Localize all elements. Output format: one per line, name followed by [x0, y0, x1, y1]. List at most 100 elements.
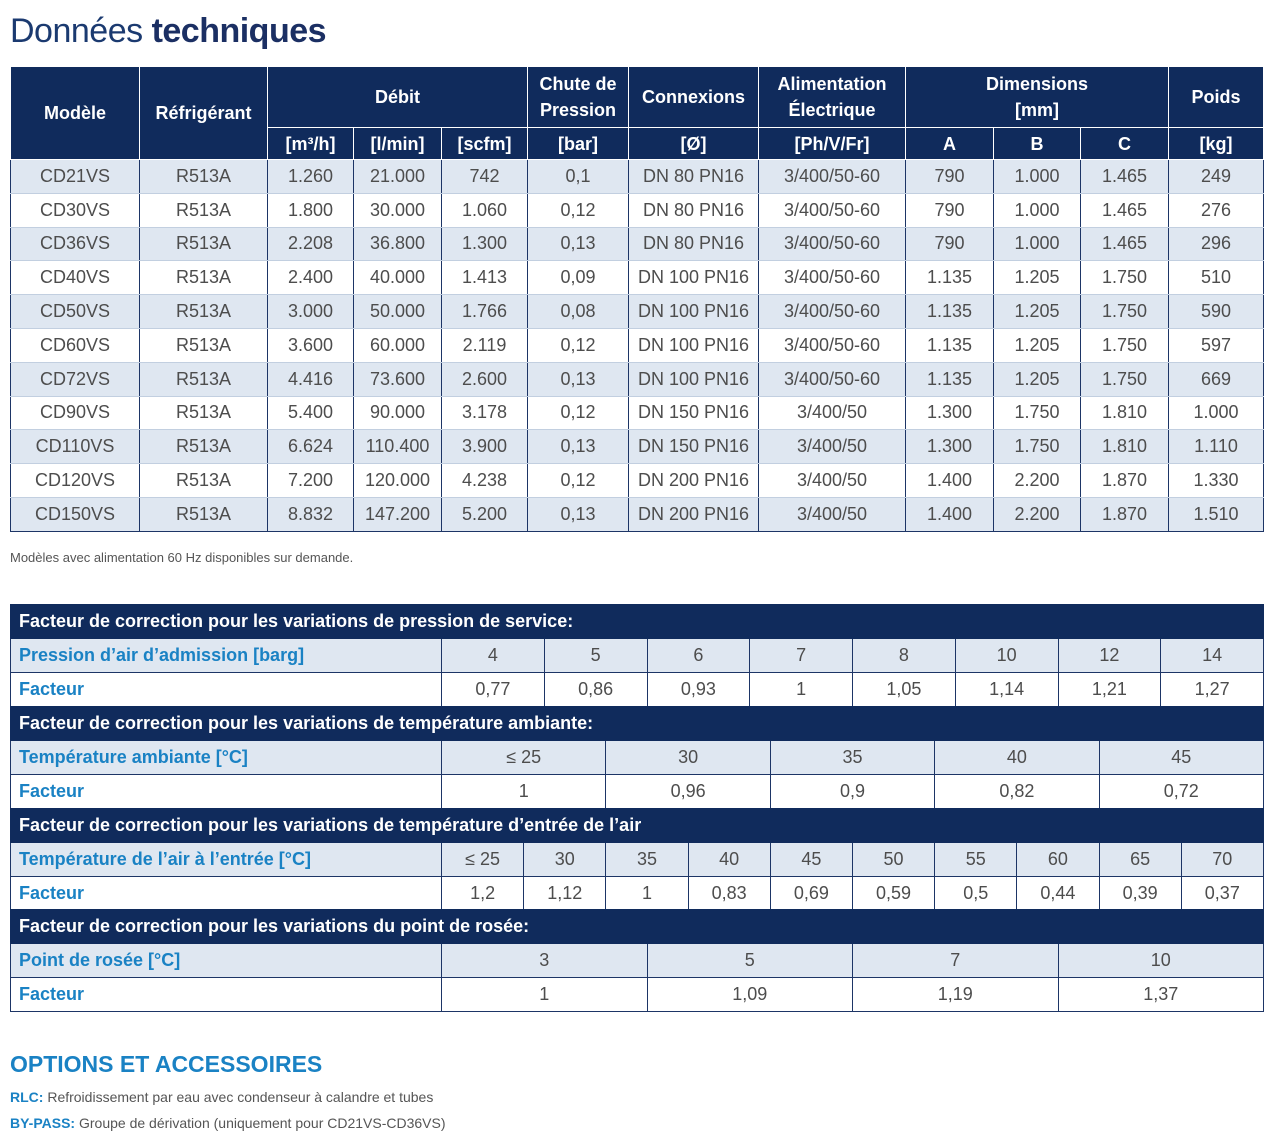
table-cell: R513A	[139, 429, 268, 465]
correction-value: 1,21	[1057, 672, 1162, 707]
table-cell: DN 150 PN16	[628, 429, 760, 465]
table-cell: 296	[1168, 226, 1265, 262]
option-rlc: RLC: Refroidissement par eau avec conden…	[10, 1089, 434, 1105]
correction-row: Température de l’air à l’entrée [°C] ≤ 25…	[10, 842, 1264, 877]
technical-data-table: Modèle Réfrigérant Débit Chute de Pressio…	[10, 66, 1265, 532]
table-cell: 1.205	[993, 327, 1082, 363]
table-cell: 4.238	[440, 463, 529, 498]
table-cell: CD50VS	[10, 294, 140, 329]
unit-b: B	[993, 127, 1082, 160]
table-cell: CD90VS	[10, 395, 140, 431]
correction-value: 1	[605, 876, 689, 911]
table-cell: 1.750	[993, 429, 1082, 465]
table-cell: 120.000	[353, 463, 442, 498]
header-refrigerant: Réfrigérant	[139, 66, 268, 160]
correction-value: 0,96	[605, 774, 771, 809]
table-cell: 1.205	[993, 260, 1082, 296]
unit-scfm: [scfm]	[440, 127, 529, 160]
options-title: OPTIONS ET ACCESSOIRES	[10, 1051, 323, 1077]
correction-value: 0,59	[851, 876, 936, 911]
correction-table-pression: Facteur de correction pour les variation…	[10, 604, 1264, 707]
header-chute: Chute de Pression	[527, 66, 630, 128]
table-cell: 1.750	[1080, 294, 1170, 329]
correction-value: 1,14	[954, 672, 1059, 707]
table-cell: 0,13	[527, 361, 630, 397]
table-cell: 0,12	[527, 395, 630, 431]
table-cell: 1.000	[993, 159, 1082, 194]
table-cell: 1.300	[905, 429, 995, 465]
correction-row-label: Pression d’air d’admission [barg]	[10, 638, 442, 673]
availability-note: Modèles avec alimentation 60 Hz disponib…	[10, 550, 354, 565]
correction-value: 1,12	[523, 876, 607, 911]
table-cell: 90.000	[353, 395, 442, 431]
table-cell: 1.750	[1080, 327, 1170, 363]
page-title-bold: techniques	[151, 12, 327, 50]
correction-row-label: Facteur	[10, 876, 442, 911]
table-cell: 1.465	[1080, 226, 1170, 262]
unit-a: A	[905, 127, 995, 160]
correction-value: ≤ 25	[440, 842, 525, 877]
correction-value: 0,69	[769, 876, 853, 911]
table-cell: R513A	[139, 395, 268, 431]
correction-value: 7	[749, 638, 853, 673]
correction-value: 1	[749, 672, 853, 707]
correction-value: 1,27	[1160, 672, 1264, 707]
table-cell: R513A	[139, 496, 268, 532]
table-cell: DN 100 PN16	[628, 294, 760, 329]
table-row: CD150VS R513A 8.832 147.200 5.200 0,13 DN 200 …	[10, 496, 1265, 532]
table-cell: 1.465	[1080, 159, 1170, 194]
table-cell: 2.600	[440, 361, 529, 397]
table-cell: 1.400	[905, 463, 995, 498]
header-poids: Poids	[1168, 66, 1265, 128]
unit-kg: [kg]	[1168, 127, 1265, 160]
table-row: CD120VS R513A 7.200 120.000 4.238 0,12 DN 200 …	[10, 463, 1265, 498]
table-cell: 3/400/50-60	[758, 361, 907, 397]
table-cell: 669	[1168, 361, 1265, 397]
table-cell: DN 200 PN16	[628, 463, 760, 498]
table-cell: CD60VS	[10, 327, 140, 363]
correction-value: 0,5	[934, 876, 1018, 911]
table-cell: 790	[905, 226, 995, 262]
table-cell: 1.870	[1080, 496, 1170, 532]
table-cell: 1.800	[267, 192, 354, 228]
correction-row-label: Facteur	[10, 774, 442, 809]
table-cell: 3/400/50-60	[758, 260, 907, 296]
correction-value: 0,93	[646, 672, 751, 707]
table-cell: 60.000	[353, 327, 442, 363]
table-cell: 2.200	[993, 496, 1082, 532]
table-cell: 3/400/50-60	[758, 294, 907, 329]
table-row: CD40VS R513A 2.400 40.000 1.413 0,09 DN 100 PN…	[10, 260, 1265, 296]
table-cell: 1.000	[1168, 395, 1265, 431]
table-cell: R513A	[139, 361, 268, 397]
correction-value: 35	[605, 842, 689, 877]
table-cell: 790	[905, 159, 995, 194]
table-cell: 1.135	[905, 294, 995, 329]
table-cell: R513A	[139, 294, 268, 329]
table-cell: 8.832	[267, 496, 354, 532]
correction-value: 60	[1016, 842, 1100, 877]
table-cell: 1.413	[440, 260, 529, 296]
correction-value: 65	[1098, 842, 1182, 877]
correction-row: Pression d’air d’admission [barg] 4 5 6 7 8 10…	[10, 638, 1264, 673]
table-cell: 6.624	[267, 429, 354, 465]
table-row: CD110VS R513A 6.624 110.400 3.900 0,13 DN 150 …	[10, 429, 1265, 465]
correction-row-label: Facteur	[10, 977, 442, 1012]
correction-table-temperature-entree: Facteur de correction pour les variation…	[10, 808, 1264, 911]
table-cell: DN 80 PN16	[628, 192, 760, 228]
table-cell: 249	[1168, 159, 1265, 194]
option-bypass: BY-PASS: Groupe de dérivation (uniquemen…	[10, 1115, 446, 1131]
table-cell: 742	[440, 159, 529, 194]
correction-row-label: Température ambiante [°C]	[10, 740, 442, 775]
table-cell: 110.400	[353, 429, 442, 465]
correction-value: 0,83	[687, 876, 771, 911]
table-cell: 1.400	[905, 496, 995, 532]
correction-value: ≤ 25	[440, 740, 607, 775]
header-connexions: Connexions	[628, 66, 760, 128]
table-cell: 5.200	[440, 496, 529, 532]
unit-c: C	[1080, 127, 1170, 160]
table-cell: 3/400/50	[758, 496, 907, 532]
table-cell: DN 150 PN16	[628, 395, 760, 431]
correction-title: Facteur de correction pour les variation…	[9, 909, 1265, 944]
correction-row: Facteur 0,77 0,86 0,93 1 1,05 1,14 1,21 1,27	[10, 672, 1264, 707]
correction-row-label: Température de l’air à l’entrée [°C]	[10, 842, 442, 877]
